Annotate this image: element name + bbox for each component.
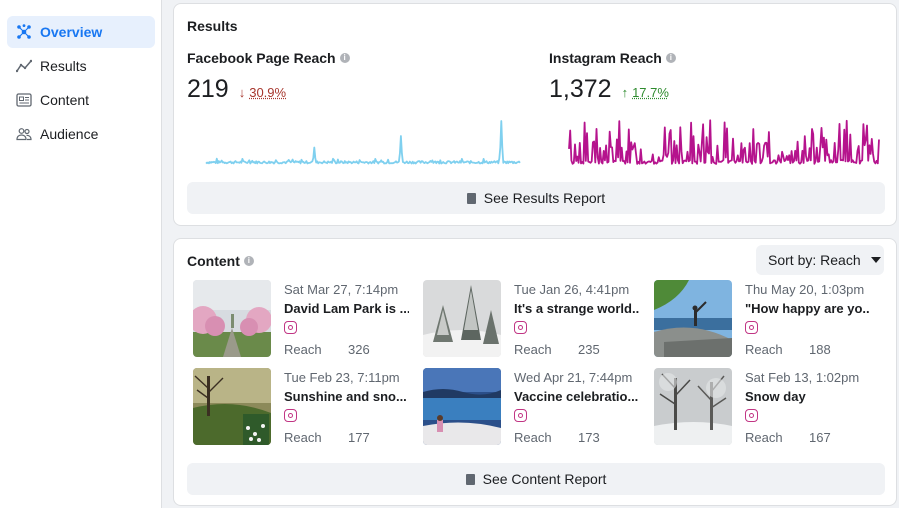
sidebar-item-content[interactable]: Content (7, 84, 155, 116)
sidebar-item-overview[interactable]: Overview (7, 16, 155, 48)
overview-icon (15, 23, 33, 41)
post-thumbnail (423, 280, 501, 357)
post-thumbnail (423, 368, 501, 445)
facebook-reach-change[interactable]: 30.9% (249, 85, 287, 100)
content-card: Content i Sort by: Reach Sat Mar 27, 7:14… (173, 238, 897, 506)
chevron-down-icon (870, 257, 881, 263)
sidebar-item-audience[interactable]: Audience (7, 118, 155, 150)
content-post[interactable]: Wed Apr 21, 7:44pm Vaccine celebratio...… (423, 368, 639, 448)
content-post[interactable]: Sat Mar 27, 7:14pm David Lam Park is ...… (193, 280, 409, 360)
sidebar-item-label: Content (40, 92, 90, 108)
post-thumbnail (193, 368, 271, 445)
content-post[interactable]: Tue Feb 23, 7:11pm Sunshine and sno... R… (193, 368, 409, 448)
content-title: Content i (187, 253, 254, 269)
sidebar-item-label: Audience (40, 126, 99, 142)
content-post[interactable]: Thu May 20, 1:03pm "How happy are yo... … (654, 280, 870, 360)
sidebar: Overview Results Content Audience (0, 0, 162, 508)
instagram-reach-value: 1,372 ↑ 17.7% (549, 75, 669, 103)
content-post[interactable]: Sat Feb 13, 1:02pm Snow day Reach 167 (654, 368, 870, 448)
sidebar-item-label: Results (40, 58, 87, 74)
instagram-icon (745, 409, 758, 422)
post-thumbnail (193, 280, 271, 357)
see-content-report-button[interactable]: See Content Report (187, 463, 885, 495)
sparkline-path (205, 120, 521, 165)
content-icon (15, 91, 33, 109)
instagram-icon (745, 321, 758, 334)
info-icon[interactable]: i (665, 53, 676, 63)
people-icon (15, 125, 33, 143)
sidebar-item-results[interactable]: Results (7, 50, 155, 82)
sort-dropdown[interactable]: Sort by: Reach (756, 245, 884, 275)
report-icon (466, 192, 476, 204)
post-thumbnail (654, 368, 732, 445)
facebook-reach-value: 219 ↓ 30.9% (187, 75, 287, 103)
arrow-up-icon: ↑ (621, 85, 629, 100)
info-icon[interactable]: i (243, 256, 254, 266)
report-icon (465, 473, 475, 485)
instagram-reach-change[interactable]: 17.7% (632, 85, 669, 100)
facebook-reach-sparkline (205, 120, 521, 165)
see-results-report-button[interactable]: See Results Report (187, 182, 885, 214)
results-card: Results Facebook Page Reach i 219 ↓ 30.9%… (173, 3, 897, 226)
results-title: Results (187, 18, 238, 34)
content-post[interactable]: Tue Jan 26, 4:41pm It's a strange world.… (423, 280, 639, 360)
instagram-reach-label: Instagram Reach i (549, 50, 676, 66)
facebook-reach-label: Facebook Page Reach i (187, 50, 350, 66)
instagram-reach-sparkline (568, 119, 880, 165)
sidebar-item-label: Overview (40, 24, 103, 40)
instagram-icon (514, 321, 527, 334)
instagram-icon (514, 409, 527, 422)
sparkline-path (568, 119, 880, 165)
instagram-icon (284, 321, 297, 334)
info-icon[interactable]: i (339, 53, 350, 63)
instagram-icon (284, 409, 297, 422)
post-thumbnail (654, 280, 732, 357)
arrow-down-icon: ↓ (238, 85, 246, 100)
trend-line-icon (15, 57, 33, 75)
